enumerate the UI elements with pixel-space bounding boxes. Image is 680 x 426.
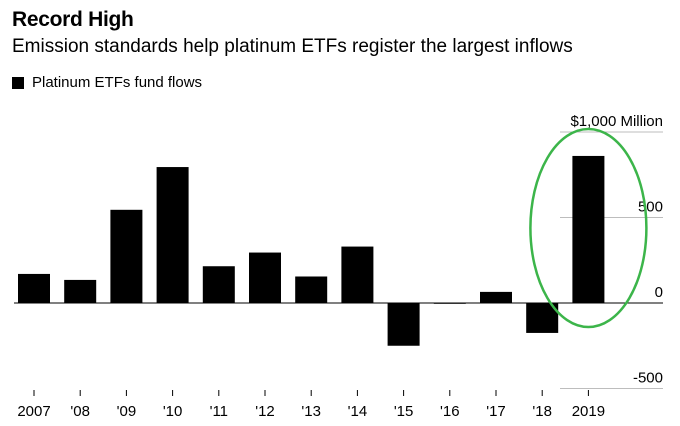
y-tick-label: $1,000 Million [570, 113, 663, 130]
highlight-ellipse [529, 127, 648, 329]
x-tick-label: '18 [532, 403, 552, 420]
bar-16 [433, 303, 466, 304]
bar-13 [295, 276, 328, 303]
legend-swatch [12, 76, 24, 89]
y-tick-label: -500 [633, 370, 663, 387]
x-tick-label: '15 [394, 403, 414, 420]
legend: Platinum ETFs fund flows [12, 74, 202, 91]
y-tick-label: 500 [638, 199, 663, 216]
x-axis-ticks: 2007 '08 '09 '10 '11 '12 '13 '14 '15 '16 '17 '18 201… [17, 390, 605, 420]
x-tick-label: '11 [210, 403, 228, 420]
bar-11 [202, 266, 235, 303]
bars [18, 155, 605, 346]
bar-10 [156, 167, 189, 303]
bar-14 [341, 246, 374, 303]
chart-subtitle: Emission standards help platinum ETFs re… [12, 36, 573, 57]
x-tick-label: '16 [440, 403, 460, 420]
bar-09 [110, 209, 143, 303]
y-axis-ticks: $1,000 Million 500 0 -500 [570, 113, 663, 387]
bar-2019 [572, 155, 605, 303]
chart-title: Record High [12, 8, 134, 31]
legend-label: Platinum ETFs fund flows [32, 74, 203, 91]
x-tick-label: '10 [163, 403, 183, 420]
x-tick-label: '13 [301, 403, 321, 420]
bar-15 [387, 303, 420, 346]
bar-12 [249, 252, 281, 303]
bar-17 [480, 291, 512, 303]
x-tick-label: '17 [486, 403, 506, 420]
annotation [529, 127, 648, 329]
x-tick-label: '12 [255, 403, 275, 420]
x-tick-label: '14 [348, 403, 368, 420]
x-tick-label: 2007 [17, 403, 50, 420]
y-tick-label: 0 [655, 284, 663, 301]
x-tick-label: '08 [70, 403, 90, 420]
x-tick-label: '09 [117, 403, 137, 420]
bar-08 [64, 279, 97, 303]
x-tick-label: 2019 [572, 403, 605, 420]
bar-2007 [18, 273, 50, 303]
